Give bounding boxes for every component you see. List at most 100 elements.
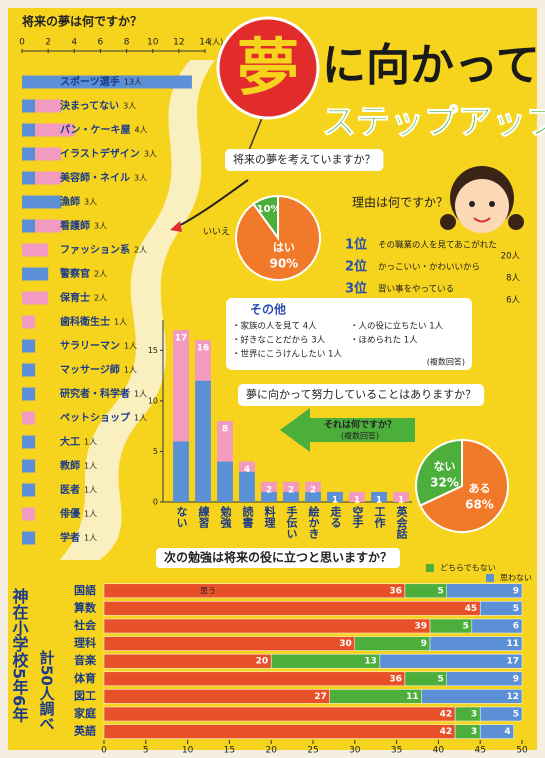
legend-label: どちらでもない: [440, 564, 496, 573]
bar-segment: [35, 172, 61, 185]
data-label: 2: [288, 485, 294, 495]
bar-segment: [104, 584, 405, 598]
data-label: 9: [513, 586, 519, 596]
y-tick-label: 15: [148, 346, 158, 355]
bar-segment: [22, 292, 48, 305]
value-label: 2人: [94, 294, 107, 303]
value-label: 4人: [135, 126, 148, 135]
bar-segment: [447, 672, 522, 686]
legend-label: 思わない: [500, 574, 532, 583]
category-label: 学者: [60, 531, 80, 544]
x-tick-label: 工作: [373, 506, 386, 529]
data-label: 6: [513, 622, 519, 632]
y-tick-label: 10: [148, 396, 158, 405]
other-item: ・人の役に立ちたい 1人: [350, 321, 444, 332]
category-label: 医者: [60, 483, 80, 496]
data-label: 3: [471, 727, 477, 737]
value-label: 1人: [114, 318, 127, 327]
bar-segment: [22, 412, 35, 425]
data-label: 16: [197, 344, 210, 354]
value-label: 3人: [144, 150, 157, 159]
value-label: 1人: [84, 486, 97, 495]
chart-title: 将来の夢は何ですか？: [22, 14, 142, 29]
x-tick-label: 15: [224, 746, 235, 756]
category-label: 美容師・ネイル: [60, 171, 130, 184]
bar-segment: [22, 268, 48, 281]
bar-segment: [22, 436, 35, 449]
data-label: 45: [465, 604, 478, 614]
reason-text: その職業の人を見てあこがれた: [378, 240, 497, 251]
x-tick-label: 料理: [263, 505, 276, 528]
title: に向かって: [322, 40, 540, 91]
reason-text: 習い事をやっている: [378, 284, 454, 295]
data-label: 20: [256, 657, 269, 667]
x-tick-label: 8: [124, 38, 130, 48]
x-tick-label: ない: [175, 506, 188, 528]
data-label: 42: [440, 727, 453, 737]
x-tick-label: 0: [101, 746, 107, 756]
data-label: 39: [415, 622, 428, 632]
x-tick-label: 12: [173, 38, 184, 48]
pie-value-label: 90%: [269, 256, 298, 270]
value-label: 3人: [123, 102, 136, 111]
other-item: ・世界にこうけんしたい 1人: [232, 349, 342, 360]
data-label: 1: [354, 495, 360, 505]
category-label: 国語: [74, 583, 96, 597]
chart-title: それは何ですか？: [324, 419, 396, 431]
bar-segment: [104, 707, 455, 721]
data-label: 4: [244, 465, 250, 475]
bar-segment: [22, 340, 35, 353]
x-tick-label: 40: [433, 746, 445, 756]
category-label: 研究者・科学者: [60, 387, 130, 400]
value-label: 1人: [134, 414, 147, 423]
data-label: 5: [437, 674, 443, 684]
data-label: 17: [175, 334, 188, 344]
bar-segment: [104, 654, 271, 668]
legend-label: 思う: [200, 586, 216, 595]
reason-count: 8人: [506, 274, 520, 284]
x-tick-label: 0: [19, 38, 25, 48]
bar-segment: [22, 196, 61, 209]
category-label: 警察官: [59, 267, 90, 280]
data-label: 1: [332, 495, 338, 505]
data-label: 30: [339, 639, 352, 649]
bar-segment: [22, 532, 35, 545]
value-label: 1人: [134, 390, 147, 399]
other-item: ・ほめられた 1人: [350, 336, 418, 346]
bar-segment: [22, 220, 35, 233]
other-item: ・家族の人を見て 4人: [232, 321, 317, 332]
category-label: ファッション系: [60, 243, 130, 256]
pie-category-label: ない: [434, 460, 456, 473]
data-label: 27: [314, 692, 327, 702]
pie-category-label: ある: [468, 482, 490, 495]
x-tick-label: 20: [265, 746, 277, 756]
value-label: 13人: [124, 78, 142, 87]
poster: 夢 に向かって ステップアップ 理由は何ですか？ 1位その職業の人を見てあこがれ…: [0, 0, 545, 758]
others-note: (複数回答): [427, 357, 465, 367]
bar-segment: [22, 100, 35, 113]
x-tick-label: 30: [349, 746, 361, 756]
chart-title: 夢に向かって努力していることはありますか？: [246, 387, 476, 401]
bar-segment: [22, 124, 35, 137]
data-label: 11: [406, 692, 419, 702]
data-label: 13: [364, 657, 377, 667]
bar-segment: [447, 584, 522, 598]
bar-segment: [22, 460, 35, 473]
value-label: 2人: [134, 246, 147, 255]
bar-segment: [22, 316, 35, 329]
bar-segment: [22, 388, 35, 401]
bar-segment: [22, 508, 35, 521]
bar-segment: [22, 148, 35, 161]
value-label: 1人: [84, 438, 97, 447]
pie-category-label: はい: [273, 241, 295, 254]
x-tick-label: 空手: [351, 505, 364, 529]
bar-segment: [35, 220, 61, 233]
data-label: 8: [222, 425, 228, 435]
title-kanji: 夢: [237, 31, 299, 104]
value-label: 1人: [124, 366, 137, 375]
bar-segment: [355, 637, 430, 651]
x-tick-label: 25: [307, 746, 318, 756]
other-item: ・好きなことだから 3人: [232, 335, 326, 346]
data-label: 2: [266, 485, 272, 495]
data-label: 36: [389, 586, 402, 596]
